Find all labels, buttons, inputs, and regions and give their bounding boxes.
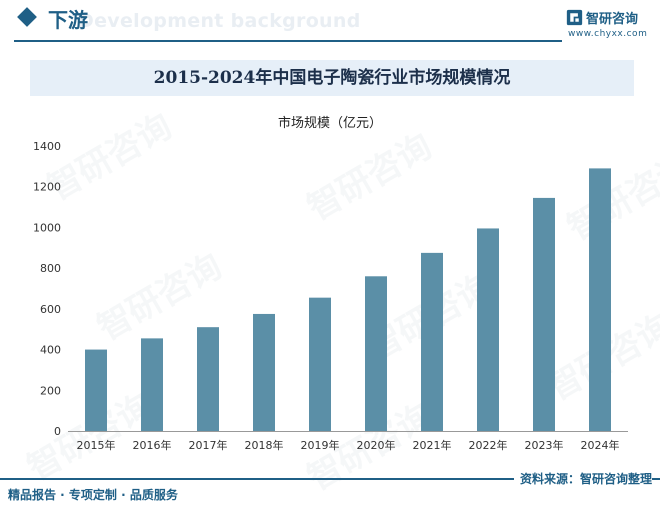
bar — [85, 349, 107, 431]
bar — [477, 228, 499, 431]
x-tick-label: 2016年 — [133, 438, 172, 452]
x-tick-label: 2023年 — [525, 438, 564, 452]
chart-title-band: 2015-2024年中国电子陶瓷行业市场规模情况 — [30, 60, 634, 96]
brand-url: www.chyxx.com — [568, 29, 648, 39]
x-tick-label: 2015年 — [77, 438, 116, 452]
bar — [197, 327, 219, 431]
chart-title: 2015-2024年中国电子陶瓷行业市场规模情况 — [153, 68, 511, 88]
brand-logo-icon — [566, 9, 583, 26]
footer-divider — [0, 478, 660, 480]
bar-chart: 0 200 400 600 800 1000 1200 1400 2015年 2016年 2017年… — [33, 140, 628, 452]
bar — [141, 338, 163, 431]
brand-name: 智研咨询 — [586, 12, 639, 27]
y-tick-label: 800 — [40, 262, 61, 275]
y-tick-label: 400 — [40, 344, 61, 357]
header-ghost-text: Development background — [78, 10, 361, 32]
x-tick-label: 2024年 — [581, 438, 620, 452]
bar — [365, 276, 387, 431]
x-tick-label: 2017年 — [189, 438, 228, 452]
bar — [309, 297, 331, 431]
header-divider — [14, 40, 562, 42]
bar — [421, 252, 443, 431]
bar — [253, 313, 275, 431]
y-tick-label: 1000 — [33, 221, 61, 234]
y-tick-label: 1200 — [33, 181, 61, 194]
y-tick-label: 600 — [40, 303, 61, 316]
footer-tagline: 精品报告 · 专项定制 · 品质服务 — [8, 488, 178, 502]
x-tick-label: 2021年 — [413, 438, 452, 452]
header: Development background 下游 智研咨询 www.chyxx… — [0, 0, 660, 42]
series-label: 市场规模（亿元） — [277, 116, 382, 131]
x-tick-label: 2020年 — [357, 438, 396, 452]
x-tick-label: 2018年 — [245, 438, 284, 452]
brand: 智研咨询 www.chyxx.com — [566, 8, 656, 42]
x-tick-label: 2019年 — [301, 438, 340, 452]
bar — [589, 168, 611, 431]
footer-source: 资料来源：智研咨询整理 — [513, 470, 652, 487]
x-tick-label: 2022年 — [469, 438, 508, 452]
bar — [533, 197, 555, 431]
section-title: 下游 — [48, 8, 88, 32]
y-tick-label: 0 — [54, 425, 61, 438]
y-tick-label: 1400 — [33, 140, 61, 153]
y-tick-label: 200 — [40, 384, 61, 397]
